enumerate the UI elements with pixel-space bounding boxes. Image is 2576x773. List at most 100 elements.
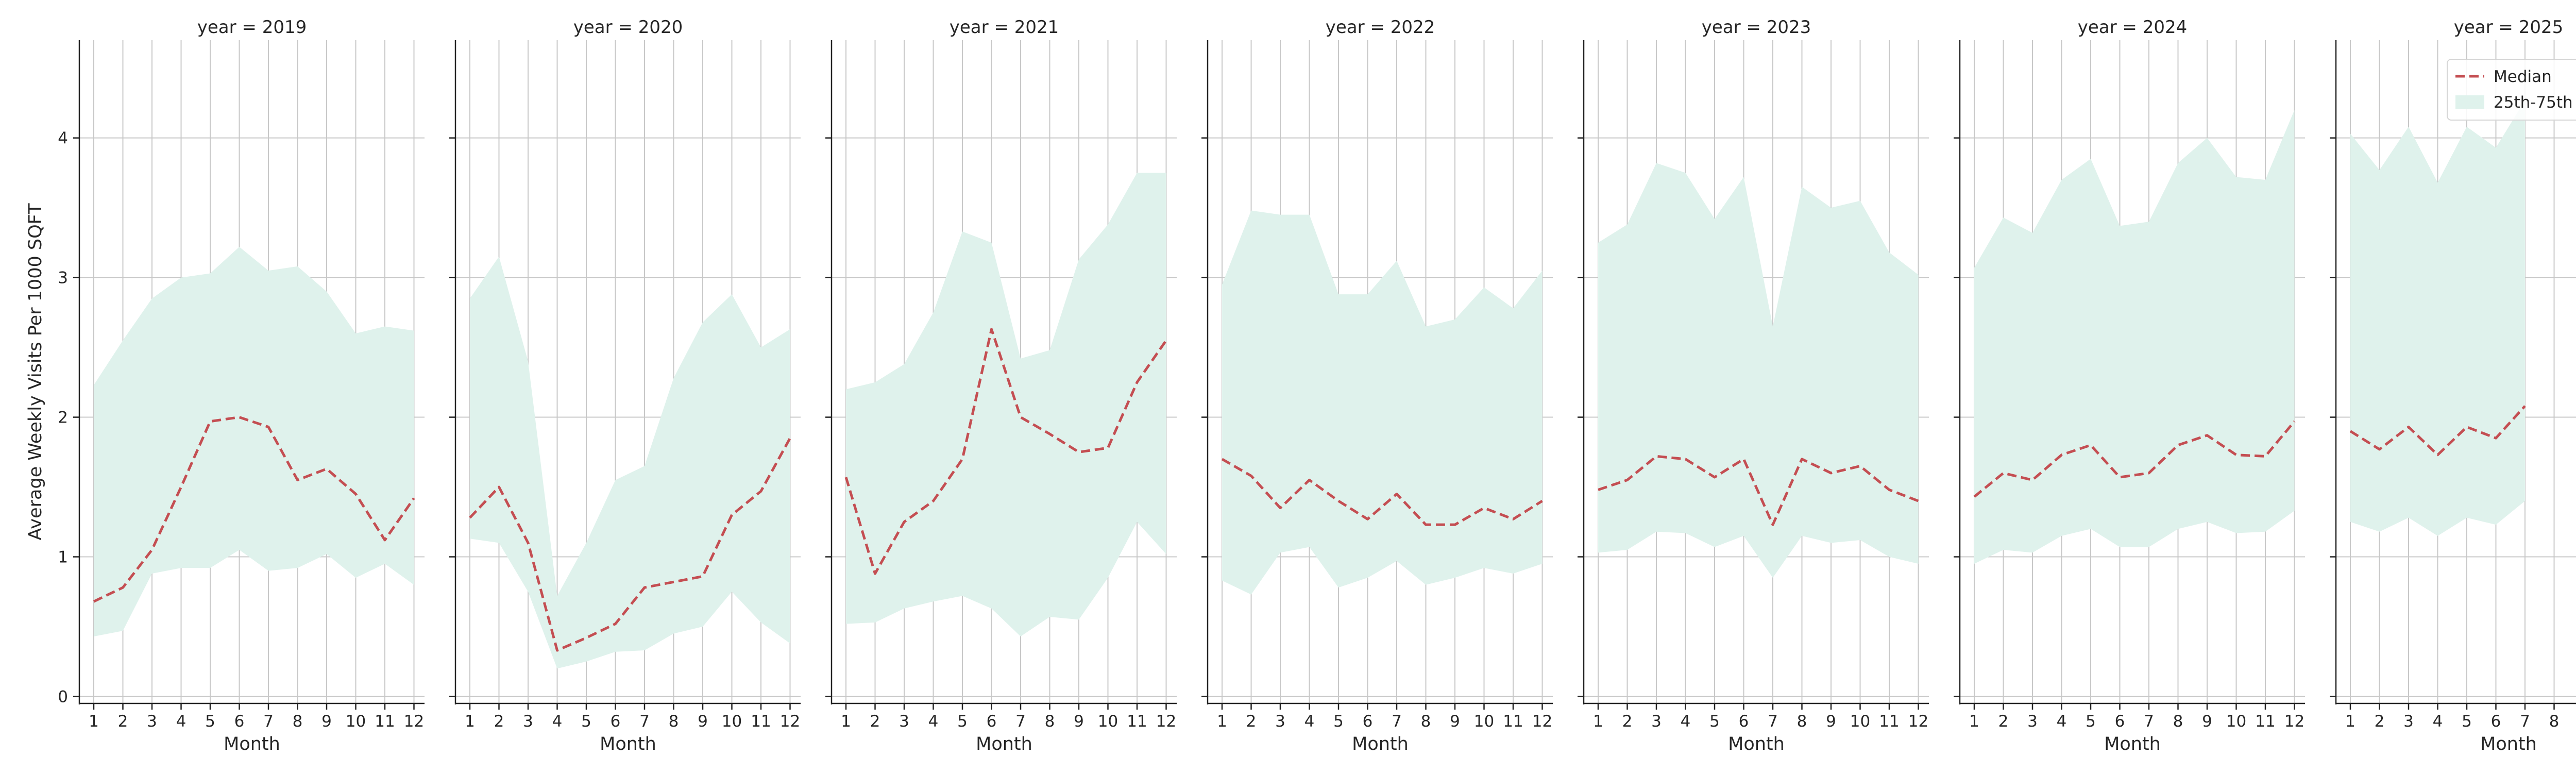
legend-label: 25th-75th Percentile (2494, 93, 2576, 112)
x-tick-label: 6 (2491, 712, 2501, 731)
x-tick-label: 9 (1450, 712, 1460, 731)
median-line (1221, 458, 1543, 526)
y-tick-label: 1 (58, 548, 68, 567)
x-tick-label: 11 (1879, 712, 1899, 731)
x-axis-label: Month (2104, 734, 2161, 754)
x-tick-label: 4 (176, 712, 187, 731)
facet-title: year = 2024 (2078, 17, 2187, 38)
x-tick-label: 2 (1622, 712, 1633, 731)
x-axis-label: Month (1728, 734, 1785, 754)
x-tick-label: 2 (494, 712, 504, 731)
x-tick-label: 10 (722, 712, 742, 731)
x-tick-label: 11 (751, 712, 771, 731)
x-tick-label: 5 (581, 712, 591, 731)
median-line (844, 328, 1167, 575)
x-tick-label: 11 (1127, 712, 1147, 731)
x-tick-label: 6 (611, 712, 621, 731)
facet-title: year = 2025 (2454, 17, 2563, 38)
x-tick-label: 7 (1015, 712, 1026, 731)
legend: Median 25th-75th Percentile (2447, 59, 2576, 121)
legend-label: Median (2494, 68, 2552, 86)
median-line (469, 437, 791, 652)
x-tick-label: 7 (263, 712, 274, 731)
x-tick-label: 11 (375, 712, 395, 731)
x-tick-label: 9 (1074, 712, 1084, 731)
x-tick-label: 5 (1333, 712, 1344, 731)
x-tick-label: 4 (928, 712, 939, 731)
x-tick-label: 1 (841, 712, 851, 731)
x-tick-label: 7 (2520, 712, 2530, 731)
median-line (93, 416, 415, 603)
x-tick-label: 7 (1768, 712, 1778, 731)
x-tick-label: 8 (293, 712, 303, 731)
x-tick-label: 6 (1739, 712, 1749, 731)
facet-title: year = 2019 (197, 17, 307, 38)
x-tick-label: 9 (698, 712, 708, 731)
x-tick-label: 3 (899, 712, 909, 731)
x-tick-label: 12 (780, 712, 800, 731)
x-tick-label: 9 (2202, 712, 2212, 731)
facet-title: year = 2020 (573, 17, 683, 38)
percentile-band (94, 247, 414, 636)
median-line (1973, 421, 2296, 498)
legend-band-swatch (2455, 95, 2484, 109)
x-tick-label: 7 (639, 712, 650, 731)
x-tick-label: 5 (205, 712, 215, 731)
x-tick-label: 11 (1503, 712, 1523, 731)
median-line (2349, 405, 2526, 457)
x-tick-label: 10 (2226, 712, 2246, 731)
x-tick-label: 8 (2173, 712, 2183, 731)
x-tick-label: 3 (523, 712, 533, 731)
x-tick-label: 2 (2375, 712, 2385, 731)
x-axis-label: Month (224, 734, 280, 754)
percentile-band (1222, 210, 1543, 595)
percentile-band (2350, 100, 2525, 536)
x-tick-label: 2 (870, 712, 880, 731)
x-tick-label: 12 (1156, 712, 1176, 731)
x-tick-label: 4 (2057, 712, 2067, 731)
x-tick-label: 3 (2403, 712, 2414, 731)
x-tick-label: 1 (1969, 712, 1979, 731)
x-tick-label: 10 (1098, 712, 1118, 731)
x-tick-label: 1 (1217, 712, 1227, 731)
facet-title: year = 2023 (1702, 17, 1811, 38)
x-tick-label: 3 (147, 712, 157, 731)
percentile-band (1598, 163, 1919, 578)
x-tick-label: 4 (1304, 712, 1315, 731)
x-tick-label: 1 (465, 712, 475, 731)
x-tick-label: 4 (552, 712, 563, 731)
x-tick-label: 8 (1421, 712, 1431, 731)
x-tick-label: 1 (89, 712, 99, 731)
x-tick-label: 9 (1826, 712, 1836, 731)
x-axis-label: Month (976, 734, 1032, 754)
x-axis-label: Month (600, 734, 656, 754)
x-tick-label: 3 (1651, 712, 1662, 731)
x-tick-label: 1 (1593, 712, 1603, 731)
percentile-band (1974, 110, 2295, 564)
x-tick-label: 7 (2144, 712, 2154, 731)
x-tick-label: 10 (346, 712, 366, 731)
y-tick-label: 0 (58, 687, 68, 706)
x-tick-label: 8 (2549, 712, 2560, 731)
x-tick-label: 10 (1474, 712, 1494, 731)
x-tick-label: 3 (1275, 712, 1285, 731)
x-tick-label: 2 (118, 712, 128, 731)
x-tick-label: 12 (1908, 712, 1928, 731)
x-tick-label: 2 (1998, 712, 2009, 731)
y-tick-label: 4 (58, 129, 68, 148)
x-tick-label: 6 (234, 712, 245, 731)
x-tick-label: 6 (2115, 712, 2125, 731)
percentile-band (846, 173, 1166, 636)
x-tick-label: 5 (2462, 712, 2472, 731)
percentile-band (470, 256, 790, 669)
x-tick-label: 10 (1850, 712, 1870, 731)
x-tick-label: 12 (404, 712, 424, 731)
